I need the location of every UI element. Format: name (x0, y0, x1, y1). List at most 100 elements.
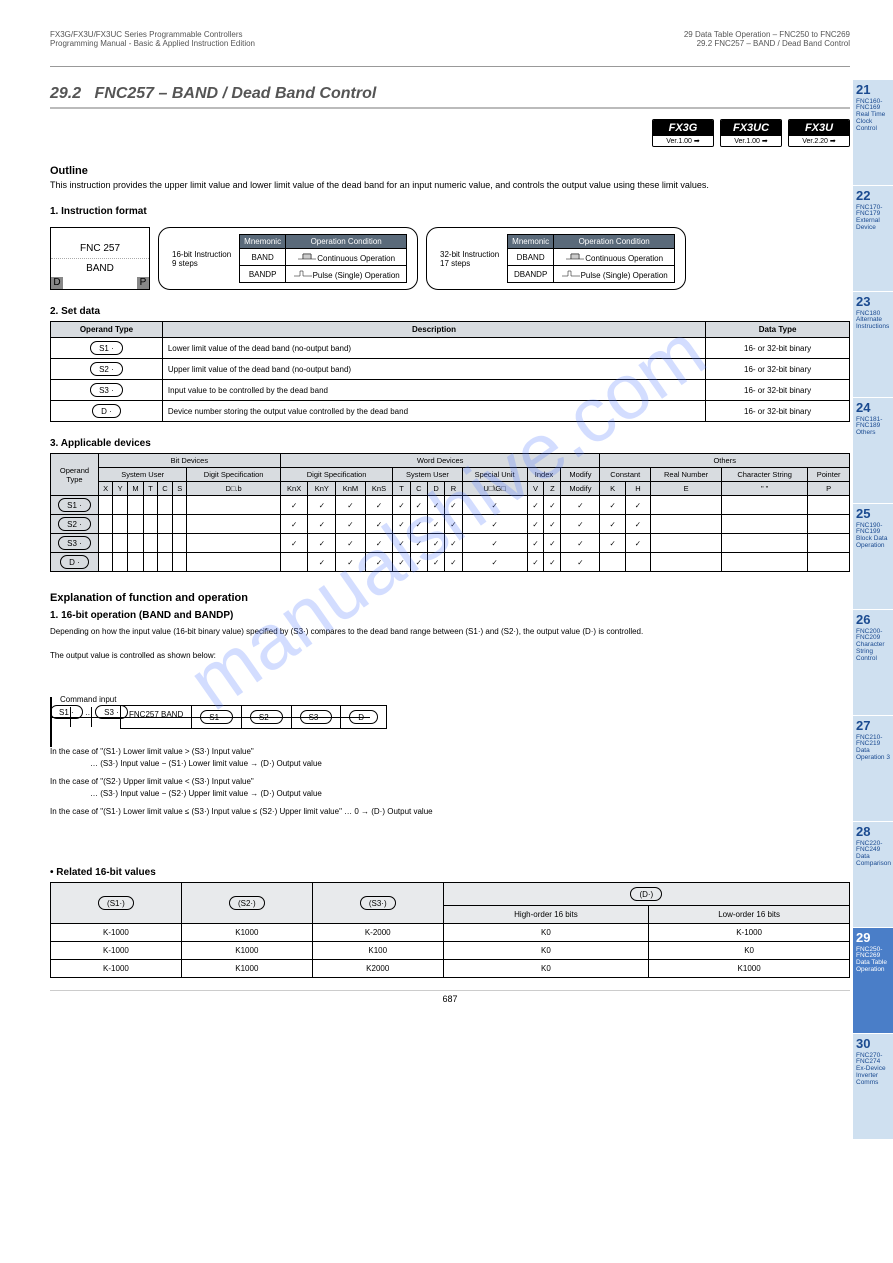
rel-cell: K1000 (181, 924, 312, 942)
dev-cell: ✓ (393, 496, 410, 515)
dev-col: Y (113, 482, 127, 496)
op-dt: 16- or 32-bit binary (706, 401, 850, 422)
table-row: S2 ·Upper limit value of the dead band (… (51, 359, 850, 380)
rel-h0: (S1·) (98, 896, 134, 910)
m32-r1-c: Pulse (Single) Operation (554, 266, 675, 283)
dev-col: X (98, 482, 112, 496)
fnc-marker-p: P (137, 277, 149, 289)
tab-label: FNC200-FNC209 Character String Control (856, 628, 885, 662)
dev-cell (127, 515, 143, 534)
section-title-bar: 29.2 FNC257 – BAND / Dead Band Control (50, 85, 850, 109)
dev-cell: ✓ (445, 534, 462, 553)
dev-cell (651, 553, 722, 572)
op-dt: 16- or 32-bit binary (706, 359, 850, 380)
cond2b-text: … (S3·) Input value − (S2·) Upper limit … (90, 789, 890, 798)
op-desc: Upper limit value of the dead band (no-o… (162, 359, 705, 380)
dev-cell (98, 553, 112, 572)
dev-cell (187, 515, 280, 534)
badge-top: FX3G (653, 120, 713, 136)
chapter-tab-30[interactable]: 30FNC270-FNC274 Ex-Device Inverter Comms (853, 1034, 893, 1140)
dev-cell (98, 515, 112, 534)
dev-cell (722, 496, 808, 515)
tab-label: FNC170-FNC179 External Device (856, 204, 882, 231)
rel-h1: (S2·) (229, 896, 265, 910)
dev-cell (113, 534, 127, 553)
dev-cell (98, 534, 112, 553)
dev-cell: ✓ (561, 553, 600, 572)
dev-sub5: Constant (600, 468, 651, 482)
op-desc: Lower limit value of the dead band (no-o… (162, 338, 705, 359)
dev-cell: ✓ (308, 553, 336, 572)
cond1-text: In the case of "(S1·) Lower limit value … (50, 747, 850, 756)
dev-cell: ✓ (427, 553, 444, 572)
dev-cell: ✓ (280, 534, 308, 553)
fnc-box: D P FNC 257 BAND (50, 227, 150, 290)
devices-table: Operand Type Bit Devices Word Devices Ot… (50, 453, 850, 572)
fnc-marker-d: D (51, 277, 63, 289)
chapter-tab-29[interactable]: 29FNC250-FNC269 Data Table Operation (853, 928, 893, 1034)
dev-col: P (808, 482, 850, 496)
related-values-table: (S1·) (S2·) (S3·) (D·) High-order 16 bit… (50, 882, 850, 978)
op-col1: Description (162, 322, 705, 338)
dev-cell (157, 515, 172, 534)
page-number: 687 (50, 990, 850, 1004)
compat-badge-row: FX3G Ver.1.00 ➡ FX3UC Ver.1.00 ➡ FX3U Ve… (50, 119, 850, 147)
dev-cell: ✓ (280, 515, 308, 534)
badge-bot: Ver.2.20 ➡ (789, 136, 849, 146)
inst-format-heading: 1. Instruction format (50, 206, 850, 217)
cond3-text: In the case of "(S1·) Lower limit value … (50, 807, 850, 816)
dev-cell: ✓ (365, 496, 393, 515)
dev-cell: ✓ (544, 515, 561, 534)
operands-heading: 2. Set data (50, 306, 850, 317)
chapter-tab-28[interactable]: 28FNC220-FNC249 Data Comparison (853, 822, 893, 928)
dev-cell: ✓ (462, 534, 527, 553)
m16-col-c: Operation Condition (286, 235, 407, 249)
dev-cell: ✓ (308, 496, 336, 515)
dev-cell (808, 534, 850, 553)
dev-cell: ✓ (336, 534, 365, 553)
dev-sub0: System User (98, 468, 187, 482)
function-sub: 1. 16-bit operation (BAND and BANDP) (50, 610, 850, 621)
dev-cell (157, 553, 172, 572)
tab-number: 22 (856, 189, 890, 203)
chapter-tab-23[interactable]: 23FNC180 Alternate Instructions (853, 292, 893, 398)
chapter-tab-25[interactable]: 25FNC190-FNC199 Block Data Operation (853, 504, 893, 610)
dev-cell (144, 553, 158, 572)
devtab-heading: 3. Applicable devices (50, 438, 850, 449)
dev-cell: ✓ (427, 496, 444, 515)
dev-cell: ✓ (445, 553, 462, 572)
chapter-tab-22[interactable]: 22FNC170-FNC179 External Device (853, 186, 893, 292)
dev-cell (113, 515, 127, 534)
chapter-tab-26[interactable]: 26FNC200-FNC209 Character String Control (853, 610, 893, 716)
dev-sub2: System User (393, 468, 462, 482)
dev-cell: ✓ (365, 534, 393, 553)
dev-cell (157, 534, 172, 553)
dev-sub4b: Modify (561, 468, 600, 482)
dev-cell: ✓ (544, 553, 561, 572)
dev-cell: ✓ (600, 515, 625, 534)
chapter-tab-21[interactable]: 21FNC160-FNC169 Real Time Clock Control (853, 80, 893, 186)
badge-top: FX3UC (721, 120, 781, 136)
dev-cell (144, 515, 158, 534)
tab-number: 24 (856, 401, 890, 415)
dev-sub3: Special Unit (462, 468, 527, 482)
op-col0: Operand Type (51, 322, 163, 338)
chapter-tab-27[interactable]: 27FNC210-FNC219 Data Operation 3 (853, 716, 893, 822)
dev-cell: ✓ (427, 515, 444, 534)
tab-number: 30 (856, 1037, 890, 1051)
header-right-1: 29 Data Table Operation – FNC250 to FNC2… (684, 30, 850, 39)
func-desc1: Depending on how the input value (16-bit… (50, 627, 850, 636)
dev-cell: ✓ (336, 553, 365, 572)
op-dt: 16- or 32-bit binary (706, 338, 850, 359)
m32-col-m: Mnemonic (507, 235, 553, 249)
rel-cell: K100 (312, 942, 443, 960)
dev-sub1b: Digit Specification (280, 468, 393, 482)
op-oval: S2 · (58, 517, 91, 531)
dev-col: KnS (365, 482, 393, 496)
dev-cell: ✓ (462, 496, 527, 515)
chapter-tab-24[interactable]: 24FNC181-FNC189 Others (853, 398, 893, 504)
fnc-name: BAND (51, 259, 149, 278)
dev-col: V (527, 482, 544, 496)
header-divider (50, 66, 850, 67)
dev-cell: ✓ (393, 515, 410, 534)
